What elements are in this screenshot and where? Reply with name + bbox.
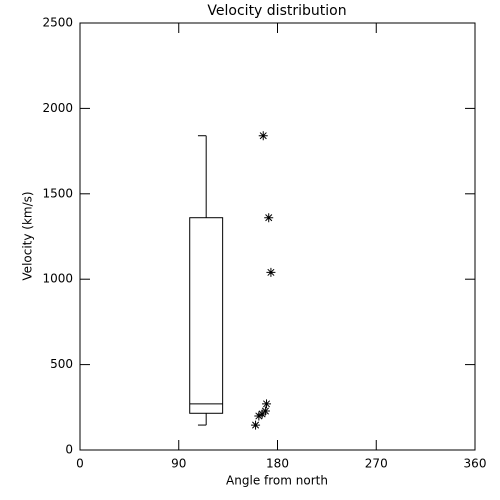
y-axis-label: Velocity (km/s) xyxy=(21,191,35,280)
y-tick-label: 500 xyxy=(50,357,73,371)
point xyxy=(264,213,274,223)
y-tick-label: 2500 xyxy=(42,16,73,30)
x-tick-label: 360 xyxy=(464,457,487,471)
x-tick-label: 0 xyxy=(76,457,84,471)
chart-title: Velocity distribution xyxy=(207,3,346,19)
y-tick-label: 1000 xyxy=(42,272,73,286)
x-axis-label: Angle from north xyxy=(226,474,328,488)
x-tick-label: 90 xyxy=(171,457,186,471)
y-tick-label: 2000 xyxy=(42,101,73,115)
x-tick-label: 180 xyxy=(266,457,289,471)
point xyxy=(262,399,272,409)
point xyxy=(260,406,270,416)
y-tick-label: 0 xyxy=(65,443,73,457)
point xyxy=(251,420,261,430)
point xyxy=(254,411,264,421)
point xyxy=(258,131,268,141)
x-tick-label: 270 xyxy=(365,457,388,471)
y-tick-label: 1500 xyxy=(42,186,73,200)
point xyxy=(266,267,276,277)
